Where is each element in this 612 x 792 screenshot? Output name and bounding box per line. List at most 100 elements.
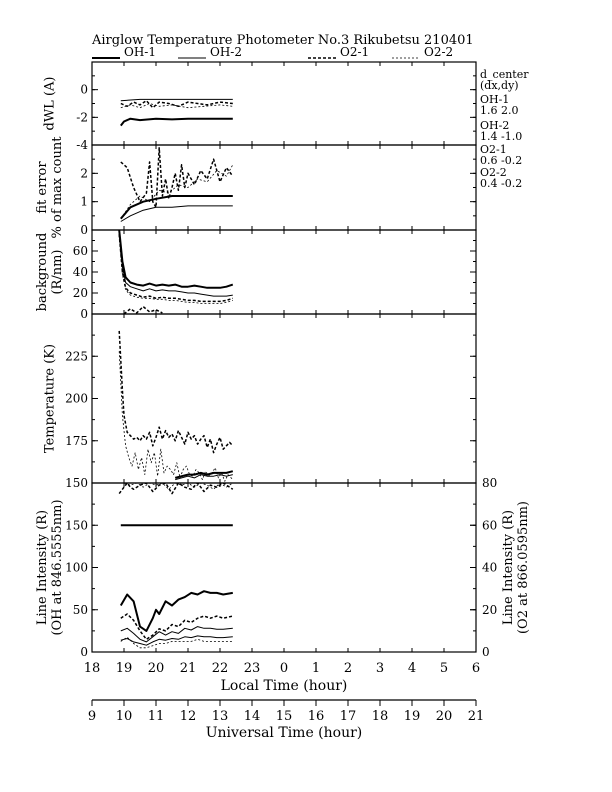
series-dwl-o2-1-2 — [120, 99, 233, 109]
xtick-local: 21 — [180, 661, 197, 676]
xtick-local: 5 — [440, 661, 448, 676]
legend-label-o2-1: O2-1 — [340, 45, 369, 59]
ytick-int: 0 — [80, 645, 88, 659]
ytick-dwl: -2 — [76, 110, 88, 124]
ylabel-bg: (R/nm) — [50, 249, 65, 294]
series-temp-oh-2-3 — [175, 474, 233, 481]
ytick-fit: 1 — [80, 195, 88, 209]
xtick-ut: 21 — [468, 709, 485, 724]
xtick-ut: 18 — [372, 709, 389, 724]
xtick-local: 22 — [212, 661, 229, 676]
legend: OH-1 OH-2 O2-1 O2-2 — [92, 45, 453, 59]
panel-frame-dwl — [91, 61, 477, 146]
panel-frame-temp — [91, 313, 477, 484]
panel-frame-bg — [91, 229, 477, 315]
ytick-right-int: 80 — [482, 476, 497, 490]
series-int-o2-2-5 — [120, 636, 233, 649]
xtick-local: 2 — [344, 661, 352, 676]
ytick-right-int: 40 — [482, 561, 497, 575]
ytick-temp: 225 — [65, 349, 88, 363]
xtick-ut: 11 — [148, 709, 165, 724]
legend-label-o2-2: O2-2 — [424, 45, 453, 59]
series-int-oh-1-1 — [119, 590, 233, 632]
xlabel-ut: Universal Time (hour) — [206, 725, 363, 741]
ylabel-right-int: Line Intensity (R) — [501, 510, 516, 625]
xtick-local: 4 — [408, 661, 416, 676]
panel-temp: 150 175 200 225 Temperature (K) — [43, 313, 477, 490]
xtick-ut: 14 — [244, 709, 261, 724]
ylabel-bg: background — [35, 233, 50, 312]
note-channel-o2-2: O2-2 — [480, 166, 507, 179]
note-header: d_center — [480, 68, 529, 81]
xtick-ut: 17 — [340, 709, 357, 724]
xtick-ut: 16 — [308, 709, 325, 724]
xtick-local: 3 — [376, 661, 384, 676]
legend-label-oh-1: OH-1 — [124, 45, 156, 59]
series-int-oh-2-3 — [120, 635, 233, 646]
xtick-ut: 15 — [276, 709, 293, 724]
ytick-int: 50 — [73, 603, 88, 617]
note-values-oh-2: 1.4 -1.0 — [480, 130, 522, 143]
ytick-fit: 2 — [80, 166, 88, 180]
series-bg-o2-1-2 — [118, 234, 234, 303]
legend-label-oh-2: OH-2 — [210, 45, 242, 59]
series-temp-o2-1-0 — [118, 330, 234, 454]
ytick-temp: 200 — [65, 392, 88, 406]
ylabel-int: (OH at 846.5555nm) — [50, 499, 65, 635]
ytick-bg: 40 — [73, 265, 88, 279]
ytick-dwl: 0 — [80, 83, 88, 97]
xtick-ut: 19 — [404, 709, 421, 724]
note-values-oh-1: 1.6 2.0 — [480, 104, 518, 117]
series-int-oh-2-2 — [120, 626, 233, 643]
ytick-temp: 175 — [65, 434, 88, 448]
ytick-right-int: 0 — [482, 645, 490, 659]
series-temp-oh-1-2 — [174, 470, 234, 479]
ytick-bg: 20 — [73, 286, 88, 300]
xtick-local: 23 — [244, 661, 261, 676]
note-channel-oh-1: OH-1 — [480, 93, 509, 106]
series-fit-oh-2-1 — [120, 205, 233, 222]
series-bg-o2-1-4 — [123, 305, 163, 314]
xtick-ut: 20 — [436, 709, 453, 724]
ytick-right-int: 20 — [482, 603, 497, 617]
ytick-bg: 60 — [73, 244, 88, 258]
series-bg-oh-1-0 — [118, 230, 234, 289]
side-notes: d_center(dx,dy)OH-11.6 2.0OH-21.4 -1.0O2… — [480, 68, 529, 190]
series-bg-o2-2-3 — [118, 236, 233, 304]
xtick-ut: 13 — [212, 709, 229, 724]
panel-dwl: -4 -2 0 dWL (A) — [43, 61, 477, 152]
series-dwl-oh-1-0 — [120, 117, 233, 127]
ylabel-temp: Temperature (K) — [43, 344, 58, 453]
series-dwl-oh-2-1 — [120, 98, 233, 102]
ytick-int: 150 — [65, 518, 88, 532]
series-dwl-o2-2-3 — [120, 103, 233, 109]
note-channel-o2-1: O2-1 — [480, 143, 507, 156]
ytick-right-int: 60 — [482, 518, 497, 532]
xlabel-local: Local Time (hour) — [221, 678, 348, 694]
ylabel-right-int: (O2 at 866.0595nm) — [516, 501, 531, 634]
ylabel-int: Line Intensity (R) — [35, 510, 50, 625]
ytick-int: 100 — [65, 561, 88, 575]
ylabel-fit: % of max count — [50, 136, 65, 239]
xtick-local: 6 — [472, 661, 480, 676]
series-int-o2-1-6 — [118, 483, 234, 495]
xtick-local: 1 — [312, 661, 320, 676]
ytick-bg: 0 — [80, 307, 88, 321]
series-int-o2-1-4 — [120, 613, 233, 641]
note-header-sub: (dx,dy) — [480, 79, 519, 92]
series-fit-o2-1-2 — [120, 147, 234, 209]
panel-bg: 0 20 40 60 background (R/nm) — [35, 229, 477, 321]
series-fit-o2-2-3 — [120, 164, 234, 219]
xtick-ut: 12 — [180, 709, 197, 724]
xtick-ut: 10 — [116, 709, 133, 724]
xtick-local: 0 — [280, 661, 288, 676]
xtick-ut: 9 — [88, 709, 96, 724]
xtick-local: 18 — [84, 661, 101, 676]
xtick-local: 19 — [116, 661, 133, 676]
series-fit-oh-1-0 — [120, 195, 233, 220]
series-temp-o2-2-1 — [118, 351, 234, 482]
series-bg-oh-2-1 — [118, 232, 233, 297]
